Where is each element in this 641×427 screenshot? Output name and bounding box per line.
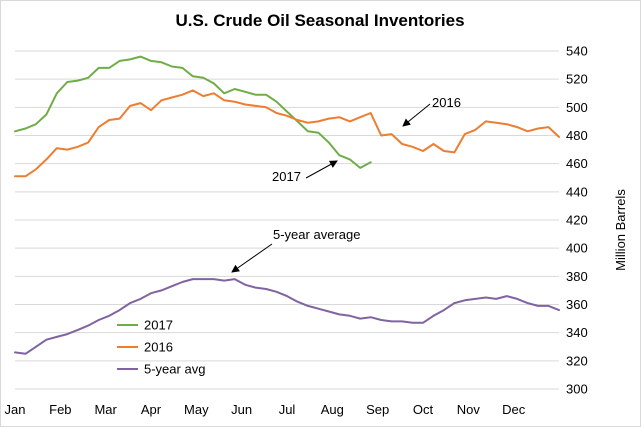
annotations: 2016 2017 5-year average (231, 95, 461, 273)
series-lines (14, 55, 560, 355)
y-axis-title: Million Barrels (613, 189, 628, 271)
y-tick-label: 400 (566, 241, 588, 256)
x-tick-label: Jan (5, 402, 26, 417)
x-tick-label: Oct (413, 402, 434, 417)
y-tick-label: 420 (566, 213, 588, 228)
y-tick-label: 360 (566, 297, 588, 312)
y-tick-label: 340 (566, 325, 588, 340)
axes: 300 320 340 360 380 400 420 440 460 480 500 520 540 J… (5, 44, 588, 418)
x-tick-label: Apr (141, 402, 162, 417)
y-tick-label: 540 (566, 44, 588, 59)
x-tick-label: Aug (321, 402, 344, 417)
y-tick-label: 300 (566, 382, 588, 397)
x-tick-label: Mar (94, 402, 117, 417)
annotation-arrow (231, 243, 273, 273)
legend-label: 2016 (144, 340, 173, 355)
gridlines (15, 50, 559, 390)
legend: 2017 2016 5-year avg (117, 318, 205, 377)
x-tick-label: May (184, 402, 209, 417)
x-tick-label: Feb (49, 402, 71, 417)
series-line-2017 (14, 55, 372, 169)
annotation-arrow (402, 103, 431, 127)
annotation-label: 5-year average (273, 227, 360, 242)
series-line-2016 (14, 89, 560, 178)
chart-title: U.S. Crude Oil Seasonal Inventories (175, 11, 464, 30)
x-tick-label: Jul (279, 402, 296, 417)
legend-label: 5-year avg (144, 362, 205, 377)
x-tick-label: Nov (457, 402, 481, 417)
y-tick-label: 440 (566, 184, 588, 199)
y-tick-label: 380 (566, 269, 588, 284)
y-tick-label: 520 (566, 72, 588, 87)
y-tick-label: 460 (566, 156, 588, 171)
annotation-label: 2016 (432, 95, 461, 110)
y-tick-label: 500 (566, 100, 588, 115)
annotation-arrow (305, 160, 338, 179)
series-line-5-year-avg (14, 278, 560, 355)
y-tick-label: 320 (566, 353, 588, 368)
x-tick-label: Dec (502, 402, 526, 417)
y-tick-label: 480 (566, 128, 588, 143)
annotation-label: 2017 (272, 169, 301, 184)
x-tick-label: Sep (366, 402, 389, 417)
legend-label: 2017 (144, 318, 173, 333)
x-tick-label: Jun (231, 402, 252, 417)
